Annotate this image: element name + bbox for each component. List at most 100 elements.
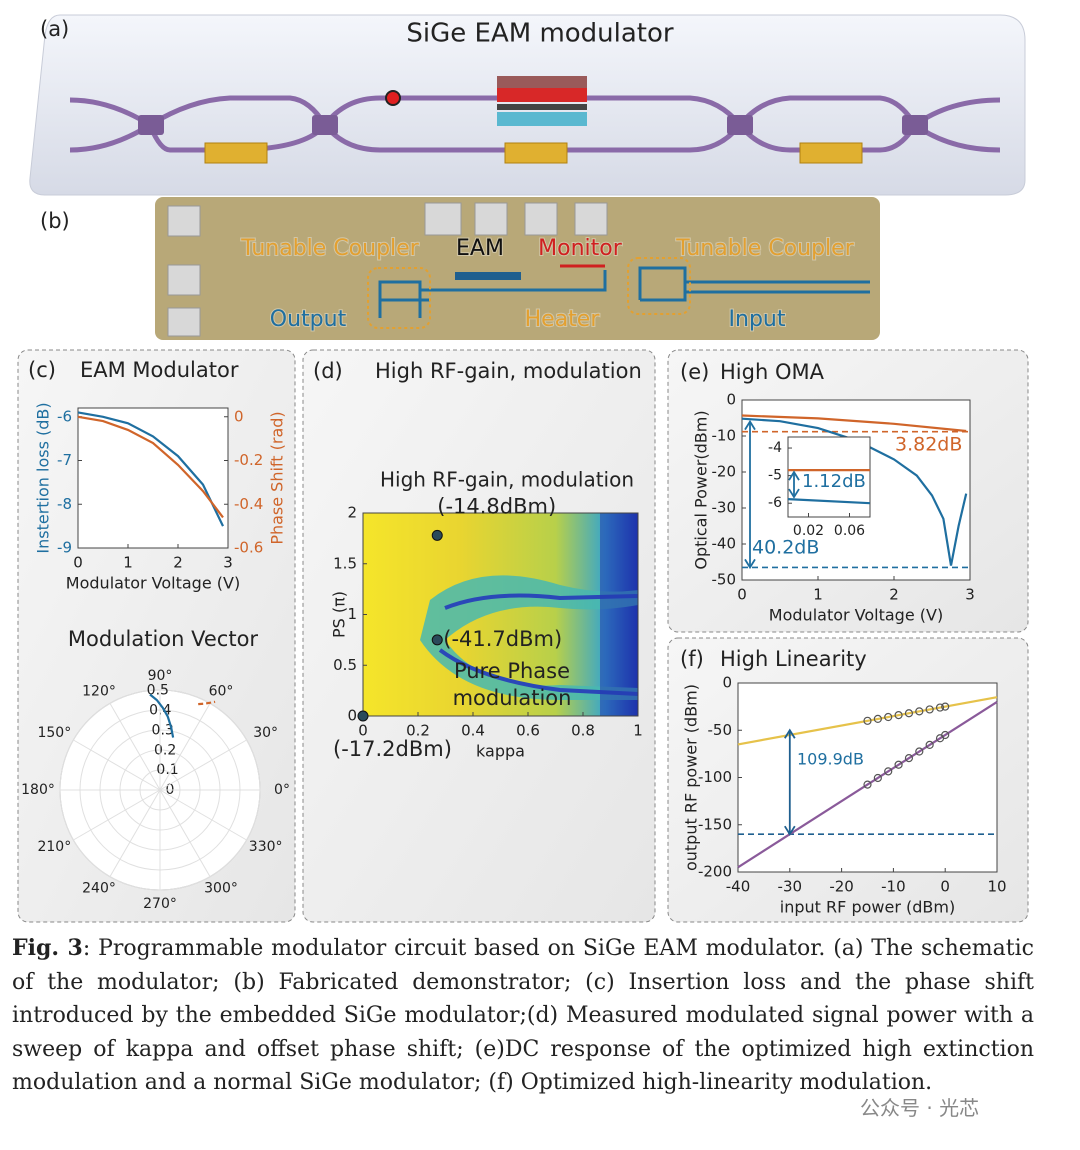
theta-tick-label: 30°	[253, 725, 278, 741]
polar-series	[198, 700, 216, 706]
data-point	[884, 712, 893, 722]
data-point	[935, 703, 945, 712]
arrow-head	[784, 825, 796, 836]
point-label: (-41.7dBm)	[443, 627, 562, 651]
photo-label: Monitor	[538, 236, 623, 261]
x-axis-label: input RF power (dBm)	[780, 898, 955, 917]
data-point	[894, 760, 903, 769]
y2-axis-label: Phase Shift (rad)	[268, 411, 287, 544]
y-tick-label: -30	[712, 499, 737, 517]
panel-title: Modulation Vector	[68, 627, 258, 651]
data-point	[904, 754, 914, 763]
x-tick-label: 1	[813, 586, 823, 604]
arrow-head	[744, 419, 756, 431]
series-line	[737, 700, 998, 869]
y-tick-label: -4	[768, 440, 782, 456]
x-axis-label: Modulator Voltage (V)	[769, 606, 943, 625]
polar-spoke	[159, 739, 247, 791]
x-tick-label: 0	[358, 722, 368, 740]
polar-spoke	[159, 789, 211, 877]
theta-tick-label: 330°	[249, 839, 283, 855]
r-tick-label: 0.3	[152, 722, 174, 738]
y-tick-label: 0	[722, 674, 732, 692]
photo-pads	[167, 202, 608, 337]
annotation: 109.9dB	[797, 750, 864, 769]
panel-label: (d)	[313, 359, 343, 383]
caption: Fig. 3: Programmable modulator circuit b…	[12, 932, 1034, 1100]
x-axis-label: Modulator Voltage (V)	[66, 574, 240, 593]
data-point	[863, 716, 872, 725]
panel-title: High Linearity	[720, 647, 867, 671]
data-point	[863, 780, 872, 789]
x-axis-label: kappa	[476, 742, 525, 761]
series-line	[741, 417, 968, 566]
annotation: Pure Phase	[454, 659, 570, 683]
data-point	[431, 529, 443, 541]
x-tick-label: 0.2	[406, 722, 430, 740]
panel-title: SiGe EAM modulator	[406, 19, 674, 49]
panel-label: (b)	[40, 209, 70, 233]
series-line	[77, 415, 224, 519]
photo-label: EAM	[456, 236, 504, 261]
x-tick-label: -10	[881, 878, 906, 896]
x-tick-label: -20	[829, 878, 854, 896]
y-tick-label: 2	[347, 504, 357, 522]
data-point	[357, 710, 369, 722]
x-tick-label: 1	[123, 554, 133, 572]
x-tick-label: 2	[173, 554, 183, 572]
panel-label: (c)	[28, 358, 56, 382]
chart-title: High RF-gain, modulation	[380, 468, 634, 492]
data-point	[941, 730, 950, 740]
arrow-head	[788, 488, 800, 499]
theta-tick-label: 150°	[37, 725, 71, 741]
x-tick-label: 0.8	[571, 722, 595, 740]
theta-tick-label: 180°	[21, 782, 55, 798]
y-tick-label: 0	[347, 707, 357, 725]
y-tick-label: -100	[698, 768, 732, 786]
x-tick-label: 0	[940, 878, 950, 896]
data-point	[941, 702, 950, 711]
heaters	[204, 142, 863, 164]
y-tick-label: -50	[712, 571, 737, 589]
r-tick-label: 0.2	[154, 742, 176, 758]
polar-spoke	[159, 789, 247, 841]
panel-title: High RF-gain, modulation	[375, 359, 642, 383]
theta-tick-label: 120°	[82, 683, 116, 699]
series-line	[741, 414, 967, 433]
series-line	[77, 411, 224, 527]
y-tick-label: -40	[712, 535, 737, 553]
x-tick-label: 0.02	[793, 523, 824, 539]
polar-spoke	[109, 703, 161, 791]
chip-photo	[155, 197, 880, 340]
y-axis-label: PS (π)	[330, 591, 349, 638]
photo-waveguides	[378, 266, 870, 318]
arrow-head	[784, 728, 796, 739]
annotation: 1.12dB	[802, 471, 866, 492]
panel-label: (a)	[40, 17, 69, 41]
y-tick-label: -8	[57, 495, 72, 513]
y-axis-label: Optical Power(dBm)	[692, 410, 711, 569]
data-point	[884, 767, 893, 776]
coupler-outline	[367, 257, 691, 329]
data-point	[915, 747, 924, 756]
y2-tick-label: 0	[234, 407, 244, 425]
photo-label: Input	[729, 307, 786, 332]
theta-tick-label: 60°	[209, 683, 234, 699]
data-point	[894, 711, 903, 720]
annotation: modulation	[453, 686, 572, 710]
y-tick-label: -7	[57, 451, 72, 469]
photo-label: Tunable Coupler	[675, 236, 854, 261]
panel-title: High OMA	[720, 360, 825, 384]
arrow-head	[788, 470, 800, 481]
panel-label: (e)	[680, 360, 709, 384]
y-tick-label: -20	[712, 463, 737, 481]
polar-spoke	[73, 739, 161, 791]
figure: (a) SiGe EAM modulator (b) Tunable Coupl…	[17, 14, 1029, 923]
polar-series	[149, 693, 175, 738]
y-axis-label: Instertion loss (dB)	[34, 402, 53, 553]
x-tick-label: 3	[223, 554, 233, 572]
r-tick-label: 0.1	[156, 762, 178, 778]
point-label: (-17.2dBm)	[333, 737, 452, 761]
polar-spoke	[73, 789, 161, 841]
caption-label: Fig. 3	[12, 935, 83, 961]
